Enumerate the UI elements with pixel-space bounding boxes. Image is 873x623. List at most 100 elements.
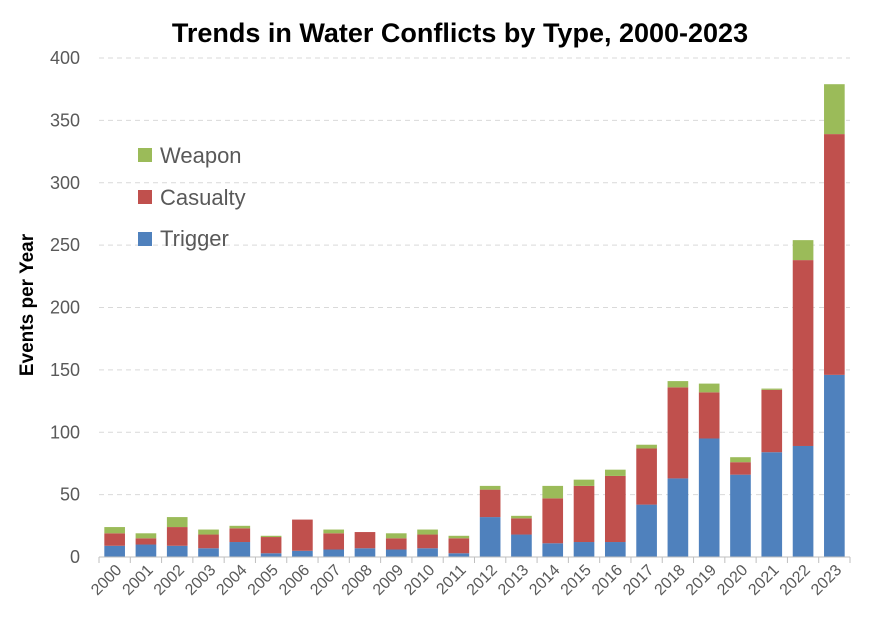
bar-casualty-2019 <box>698 392 720 439</box>
bar-trigger-2001 <box>135 544 157 557</box>
x-tick-label: 2005 <box>245 562 282 599</box>
bar-trigger-2019 <box>698 438 720 557</box>
x-tick-label: 2004 <box>213 562 250 599</box>
x-tick-label: 2016 <box>589 562 626 599</box>
bar-weapon-2014 <box>542 485 564 499</box>
bar-casualty-2022 <box>792 260 814 446</box>
bar-weapon-2013 <box>511 515 532 519</box>
bar-weapon-2004 <box>229 525 251 529</box>
bar-casualty-2021 <box>761 389 783 453</box>
bar-trigger-2015 <box>573 542 595 557</box>
bar-weapon-2019 <box>698 383 720 393</box>
bar-casualty-2013 <box>511 518 532 535</box>
bar-casualty-2011 <box>448 538 470 554</box>
y-tick-label: 250 <box>50 235 80 255</box>
bar-trigger-2016 <box>604 542 626 557</box>
bar-trigger-2009 <box>385 549 407 557</box>
legend-swatch-trigger <box>138 232 152 246</box>
x-tick-label: 2015 <box>558 562 595 599</box>
bar-casualty-2003 <box>198 534 219 549</box>
bar-weapon-2000 <box>104 527 125 534</box>
y-tick-label: 200 <box>50 298 80 318</box>
bar-trigger-2002 <box>166 545 188 557</box>
bar-weapon-2005 <box>260 535 282 538</box>
bar-casualty-2017 <box>636 448 657 505</box>
y-tick-label: 150 <box>50 360 80 380</box>
bar-trigger-2006 <box>292 550 313 557</box>
y-tick-label: 100 <box>50 422 80 442</box>
x-tick-label: 2009 <box>370 562 407 599</box>
bar-trigger-2012 <box>479 517 501 557</box>
x-tick-label: 2021 <box>745 562 782 599</box>
x-tick-label: 2007 <box>307 562 344 599</box>
gridlines <box>99 57 850 496</box>
bar-weapon-2021 <box>761 388 783 390</box>
bar-weapon-2023 <box>824 84 845 135</box>
y-tick-label: 0 <box>70 547 80 567</box>
bar-weapon-2003 <box>198 529 219 535</box>
bar-casualty-2016 <box>604 475 626 543</box>
x-tick-label: 2023 <box>808 562 845 599</box>
bar-casualty-2002 <box>166 527 188 546</box>
x-tick-label: 2008 <box>339 562 376 599</box>
x-tick-label: 2020 <box>714 562 751 599</box>
bar-casualty-2023 <box>824 134 845 375</box>
y-axis-label: Events per Year <box>17 233 38 376</box>
legend-label-casualty: Casualty <box>160 185 246 210</box>
bar-casualty-2004 <box>229 528 251 543</box>
x-tick-label: 2001 <box>120 562 157 599</box>
bar-weapon-2022 <box>792 240 814 261</box>
bar-casualty-2015 <box>573 485 595 543</box>
x-tick-label: 2006 <box>276 562 313 599</box>
x-tick-label: 2013 <box>495 562 532 599</box>
bar-weapon-2017 <box>636 444 657 449</box>
bar-trigger-2011 <box>448 553 470 557</box>
legend-label-trigger: Trigger <box>160 226 229 251</box>
bar-trigger-2018 <box>667 478 689 557</box>
bar-weapon-2011 <box>448 535 470 539</box>
legend-label-weapon: Weapon <box>160 143 242 168</box>
bar-casualty-2000 <box>104 533 125 546</box>
bar-casualty-2020 <box>730 462 751 475</box>
bar-trigger-2017 <box>636 504 657 557</box>
x-tick-label: 2019 <box>683 562 720 599</box>
bar-trigger-2008 <box>354 548 376 557</box>
x-tick-label: 2011 <box>433 562 469 598</box>
bar-trigger-2023 <box>824 374 845 557</box>
bar-casualty-2018 <box>667 387 689 479</box>
bar-casualty-2008 <box>354 532 376 549</box>
legend-swatch-casualty <box>138 190 152 204</box>
bar-casualty-2010 <box>417 534 438 549</box>
bar-trigger-2004 <box>229 542 251 557</box>
bar-trigger-2010 <box>417 548 438 557</box>
bar-casualty-2005 <box>260 537 282 554</box>
bar-weapon-2001 <box>135 533 157 539</box>
bar-trigger-2021 <box>761 452 783 557</box>
bar-trigger-2007 <box>323 549 345 557</box>
bar-trigger-2003 <box>198 548 219 557</box>
y-tick-label: 300 <box>50 173 80 193</box>
x-tick-label: 2018 <box>652 562 689 599</box>
bar-casualty-2006 <box>292 519 313 551</box>
bar-trigger-2020 <box>730 474 751 557</box>
y-axis-ticks: 0 50 100 150 200 250 300 350 400 <box>50 48 80 567</box>
bar-trigger-2014 <box>542 543 564 557</box>
bar-weapon-2020 <box>730 457 751 463</box>
x-tick-label: 2012 <box>464 562 501 599</box>
chart-title: Trends in Water Conflicts by Type, 2000-… <box>172 18 748 48</box>
bar-weapon-2002 <box>166 517 188 528</box>
bar-trigger-2013 <box>511 534 532 557</box>
bar-trigger-2022 <box>792 445 814 557</box>
bar-weapon-2009 <box>385 533 407 539</box>
bar-trigger-2000 <box>104 545 125 557</box>
bar-casualty-2012 <box>479 489 501 518</box>
bar-casualty-2009 <box>385 538 407 550</box>
bars <box>104 84 845 557</box>
x-tick-label: 2010 <box>401 562 438 599</box>
bar-weapon-2012 <box>479 485 501 490</box>
bar-weapon-2007 <box>323 529 345 534</box>
bar-casualty-2001 <box>135 538 157 545</box>
y-tick-label: 350 <box>50 110 80 130</box>
x-tick-label: 2022 <box>777 562 814 599</box>
bar-weapon-2010 <box>417 529 438 535</box>
